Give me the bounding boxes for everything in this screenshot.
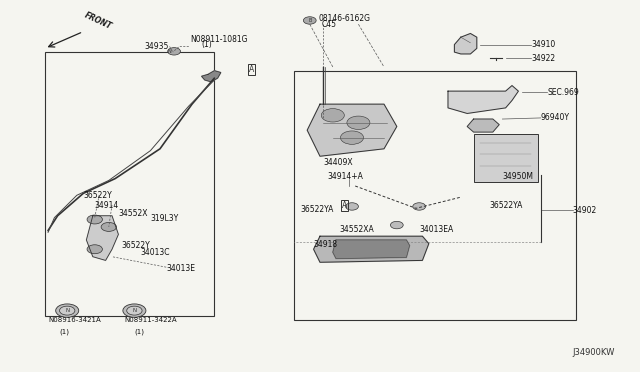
Circle shape [413, 203, 426, 210]
Circle shape [127, 306, 142, 315]
Polygon shape [307, 104, 397, 156]
Circle shape [87, 245, 102, 254]
Text: 34552XA: 34552XA [339, 225, 374, 234]
Circle shape [87, 215, 102, 224]
Text: 34013E: 34013E [166, 264, 195, 273]
Text: 34922: 34922 [531, 54, 556, 63]
Text: (1): (1) [60, 328, 70, 335]
Text: 34914: 34914 [95, 201, 119, 210]
Polygon shape [454, 33, 477, 54]
Circle shape [303, 17, 316, 24]
Text: A: A [342, 201, 347, 210]
Circle shape [60, 306, 75, 315]
Circle shape [346, 203, 358, 210]
Text: 36522YA: 36522YA [490, 201, 523, 210]
Text: FRONT: FRONT [83, 11, 113, 32]
Bar [294, 71, 576, 320]
Circle shape [101, 222, 116, 231]
Text: 96940Y: 96940Y [541, 113, 570, 122]
Text: 34902: 34902 [573, 206, 597, 215]
Text: A: A [249, 65, 254, 74]
Text: 34950M: 34950M [502, 172, 533, 181]
Polygon shape [467, 119, 499, 132]
Circle shape [390, 221, 403, 229]
Text: N08911-3422A: N08911-3422A [125, 317, 177, 323]
Text: 36522Y: 36522Y [122, 241, 150, 250]
Text: (1): (1) [202, 40, 212, 49]
Circle shape [129, 307, 140, 314]
Text: J34900KW: J34900KW [572, 348, 614, 357]
Text: SEC.969: SEC.969 [547, 88, 579, 97]
Text: 319L3Y: 319L3Y [150, 214, 179, 223]
Circle shape [321, 109, 344, 122]
Polygon shape [314, 236, 429, 262]
Text: 34918: 34918 [314, 240, 338, 249]
Text: 36522Y: 36522Y [83, 191, 112, 200]
Text: N: N [65, 308, 69, 313]
Text: 34910: 34910 [531, 40, 556, 49]
Polygon shape [202, 71, 221, 82]
Circle shape [168, 48, 180, 55]
Text: B: B [308, 18, 312, 23]
Bar [45, 52, 214, 316]
Text: 34013EA: 34013EA [419, 225, 454, 234]
Polygon shape [333, 240, 410, 259]
Text: 34552X: 34552X [118, 209, 148, 218]
Text: 34013C: 34013C [141, 248, 170, 257]
Text: 34409X: 34409X [323, 158, 353, 167]
Text: N08916-3421A: N08916-3421A [49, 317, 101, 323]
Polygon shape [86, 216, 118, 260]
Polygon shape [448, 86, 518, 113]
Text: N: N [168, 49, 172, 54]
Bar [474, 134, 538, 182]
Circle shape [347, 116, 370, 129]
Text: N08911-1081G: N08911-1081G [190, 35, 248, 44]
Circle shape [340, 131, 364, 144]
Text: N: N [132, 308, 136, 313]
Text: C45: C45 [321, 20, 336, 29]
Circle shape [56, 304, 79, 317]
Circle shape [123, 304, 146, 317]
Text: 36522YA: 36522YA [301, 205, 334, 214]
Circle shape [61, 307, 73, 314]
Text: 34935: 34935 [144, 42, 168, 51]
Text: 34914+A: 34914+A [328, 172, 364, 181]
Text: (1): (1) [134, 328, 145, 335]
Text: 08146-6162G: 08146-6162G [319, 14, 371, 23]
